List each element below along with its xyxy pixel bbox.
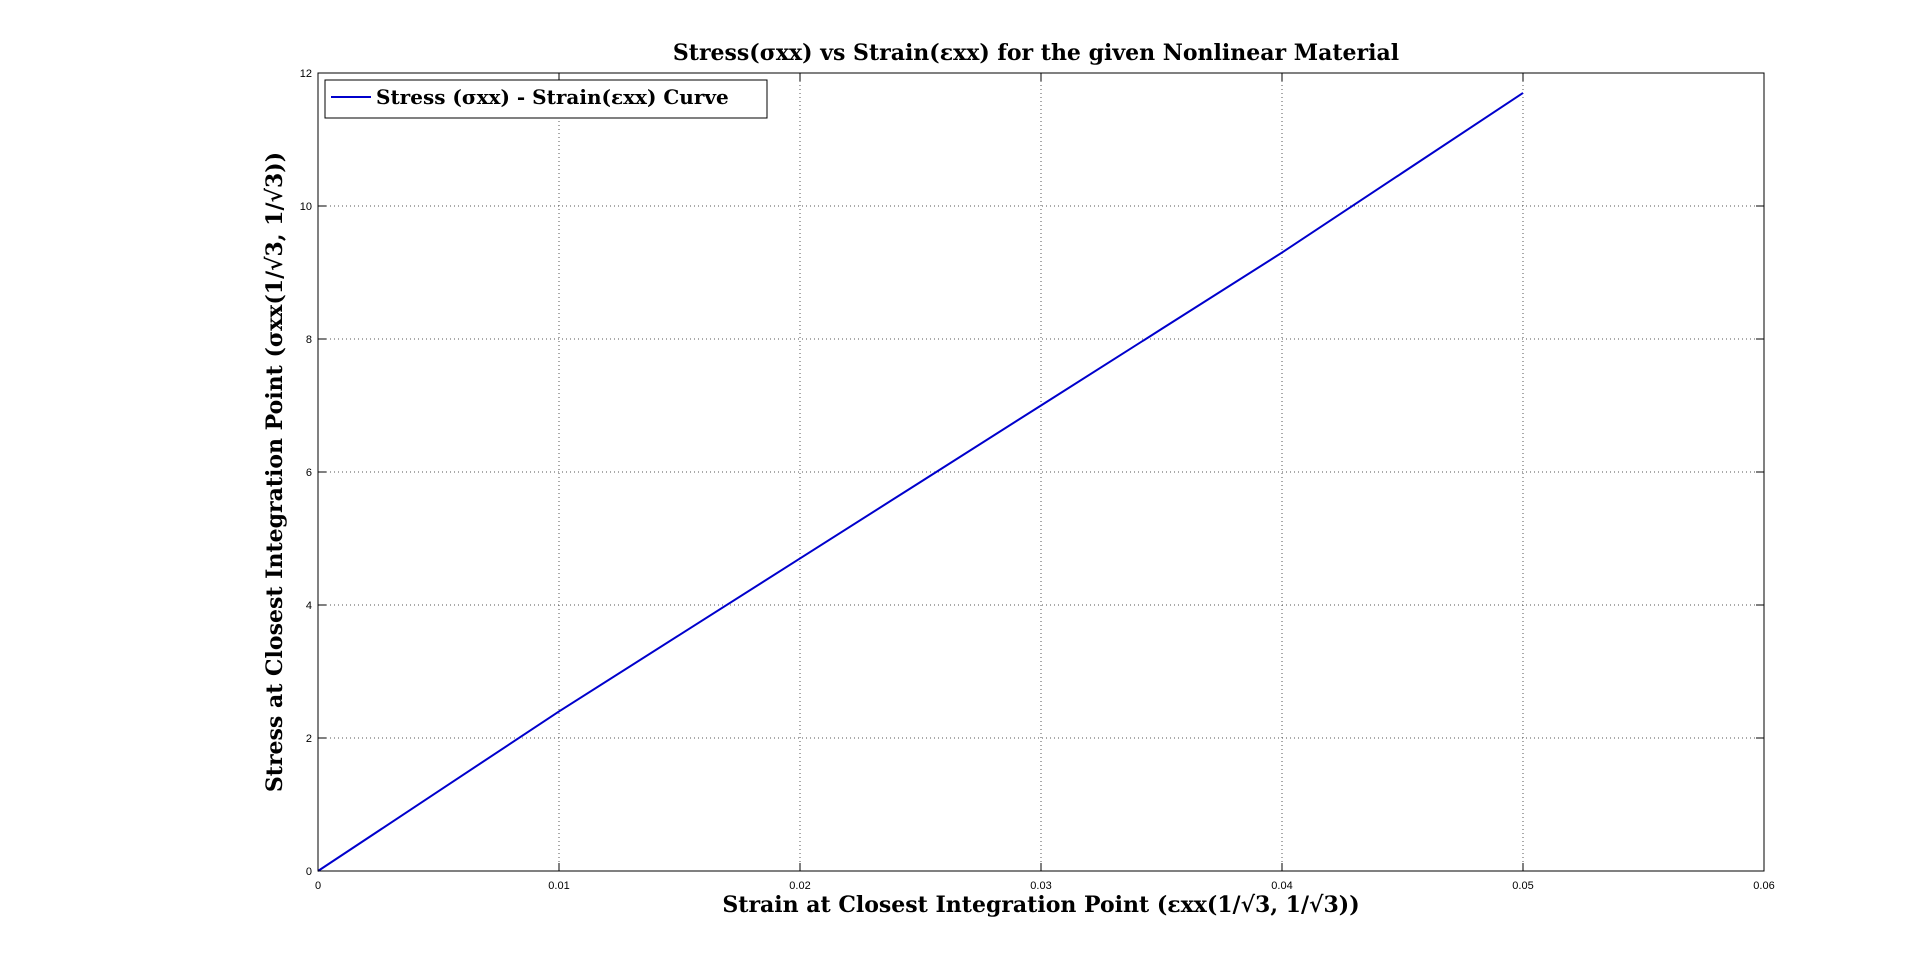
x-tick-label: 0.01 [548,880,569,892]
tick-labels: 0 0.01 0.02 0.03 0.04 0.05 0.06 0 2 4 6 8 10 12 [300,68,1775,892]
x-tick-label: 0 [315,880,321,892]
x-axis-label: Strain at Closest Integration Point (εxx… [722,892,1359,918]
y-tick-label: 8 [306,334,312,346]
y-tick-label: 0 [306,866,312,878]
chart-title: Stress(σxx) vs Strain(εxx) for the given… [673,40,1399,66]
plot-border [317,72,1765,872]
legend-label: Stress (σxx) - Strain(εxx) Curve [376,85,729,109]
y-tick-label: 10 [300,201,312,213]
x-tick-label: 0.04 [1271,880,1292,892]
grid-lines [318,73,1764,871]
x-tick-label: 0.05 [1512,880,1533,892]
series-line-0 [317,92,1524,872]
x-tick-label: 0.03 [1030,880,1051,892]
y-tick-label: 6 [306,467,312,479]
x-tick-label: 0.02 [789,880,810,892]
legend: Stress (σxx) - Strain(εxx) Curve [324,79,768,119]
y-tick-label: 4 [306,600,312,612]
series-layer [317,92,1524,872]
legend-box [324,79,768,119]
y-tick-label: 2 [306,733,312,745]
x-tick-label: 0.06 [1753,880,1774,892]
y-tick-label: 12 [300,68,312,80]
y-axis-label: Stress at Closest Integration Point (σxx… [262,152,288,792]
